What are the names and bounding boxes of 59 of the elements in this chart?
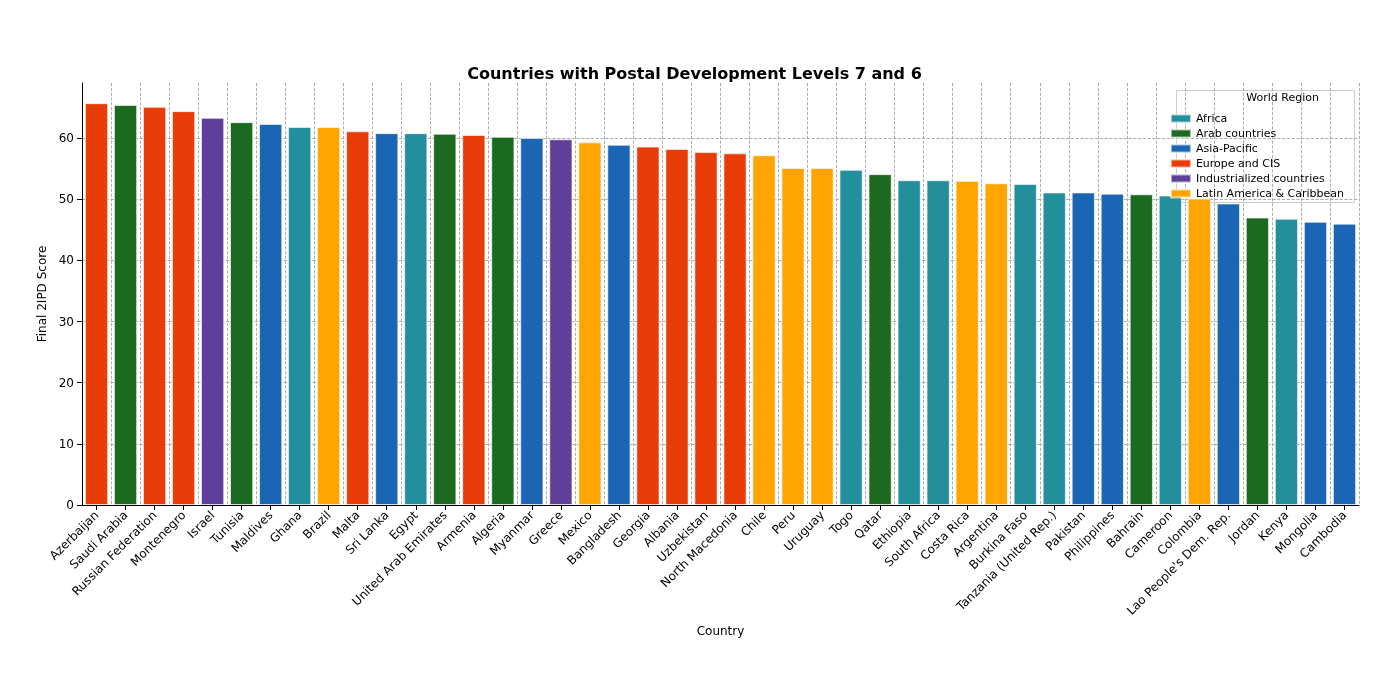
- x-axis-title: Country: [696, 624, 745, 638]
- bar: [1332, 223, 1357, 505]
- bar: [200, 117, 225, 505]
- legend-label: Europe and CIS: [1195, 157, 1281, 170]
- bar: [171, 111, 196, 505]
- bar: [113, 105, 138, 505]
- bar: [810, 168, 834, 505]
- bar: [1303, 221, 1328, 505]
- bar: [1042, 192, 1066, 505]
- bar: [636, 146, 660, 505]
- y-tick-label: 20: [58, 375, 74, 390]
- y-tick-label: 30: [58, 314, 74, 329]
- bar: [955, 180, 979, 505]
- bar: [259, 123, 283, 505]
- legend-title: World Region: [1246, 91, 1320, 104]
- bar: [375, 133, 399, 505]
- bar: [868, 174, 892, 505]
- bar: [346, 131, 370, 505]
- bar: [1216, 203, 1241, 505]
- bar: [142, 106, 167, 505]
- bar: [84, 103, 109, 505]
- y-tick-label: 60: [58, 131, 74, 146]
- legend-label: Industrialized countries: [1195, 172, 1325, 185]
- bar: [1245, 217, 1270, 505]
- bar: [230, 122, 254, 505]
- legend-label: Asia-Pacific: [1195, 142, 1258, 155]
- bar: [752, 155, 776, 505]
- bar: [839, 169, 863, 505]
- bar: [520, 138, 544, 505]
- bar: [1013, 183, 1037, 505]
- legend-label: Africa: [1195, 112, 1228, 125]
- bar: [491, 136, 515, 505]
- bar: [926, 180, 950, 505]
- legend-label: Arab countries: [1195, 127, 1277, 140]
- y-tick-label: 0: [66, 498, 74, 512]
- bar: [288, 127, 312, 505]
- y-tick-label: 10: [58, 436, 74, 451]
- bar: [462, 134, 486, 505]
- legend-label: Latin America & Caribbean: [1195, 187, 1345, 200]
- chart-title: Countries with Postal Development Levels 7 and 6: [467, 63, 922, 83]
- y-axis-title: Final 2IPD Score: [34, 245, 49, 343]
- bar: [404, 133, 428, 505]
- bar: [897, 180, 921, 505]
- y-tick-label: 50: [58, 192, 74, 207]
- y-tick-label: 40: [58, 253, 74, 268]
- bar: [433, 133, 457, 505]
- bar: [665, 149, 689, 505]
- bar: [1071, 192, 1095, 505]
- bar: [723, 153, 747, 505]
- bar: [317, 127, 341, 505]
- bar: [1274, 218, 1299, 505]
- bar: [781, 168, 805, 505]
- bar: [1100, 193, 1124, 505]
- bar: [607, 144, 631, 505]
- bar: [578, 142, 602, 505]
- bar: [1129, 194, 1153, 505]
- bar: [549, 139, 573, 505]
- bar: [694, 152, 718, 505]
- bar: [984, 183, 1008, 505]
